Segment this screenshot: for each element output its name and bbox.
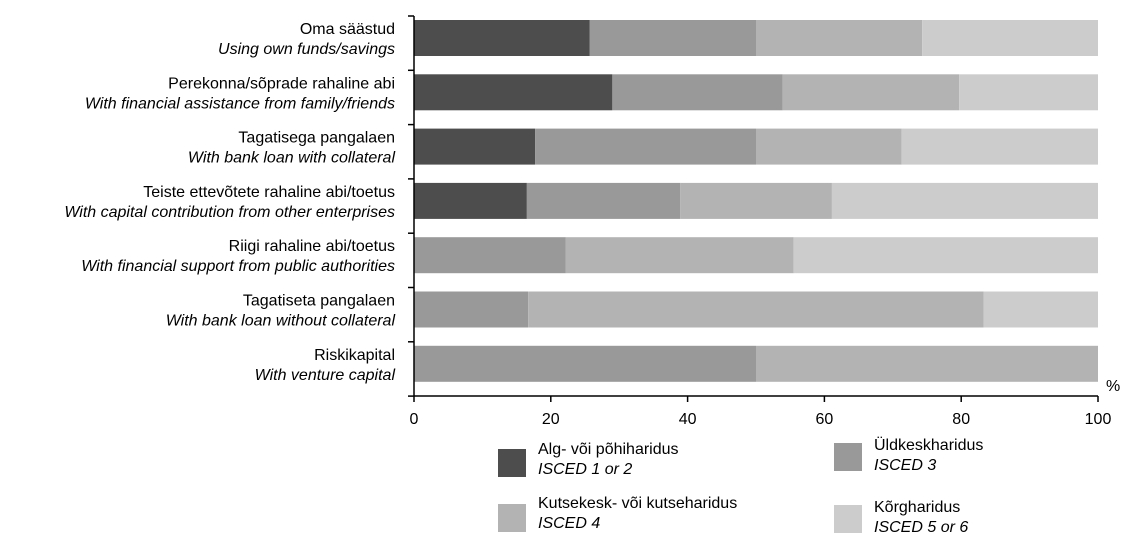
- category-label-en: With bank loan without collateral: [166, 313, 396, 330]
- bar-segment-2-series-2: [612, 74, 783, 111]
- bar-segment-4-series-2: [526, 182, 681, 219]
- bar-segment-4-series-4: [831, 182, 1098, 219]
- category-labels: Oma säästud Using own funds/savings Pereko…: [64, 21, 395, 384]
- bar-segment-2-series-3: [782, 74, 960, 111]
- bar-segment-5-series-4: [793, 237, 1098, 274]
- category-label-en: With financial assistance from family/fr…: [85, 95, 395, 112]
- bar-segment-1-series-3: [756, 20, 923, 56]
- bar-segment-6-series-2: [414, 291, 529, 328]
- bar-segment-4-series-3: [680, 182, 832, 219]
- category-label: Tagatisega pangalaen: [238, 130, 395, 147]
- category-label: Oma säästud: [300, 21, 395, 38]
- category-label: Riskikapital: [314, 347, 395, 364]
- bar-segment-7-series-3: [756, 345, 1098, 382]
- bar-segment-2-series-1: [414, 74, 613, 111]
- category-label: Teiste ettevõtete rahaline abi/toetus: [143, 184, 395, 201]
- bar-segment-1-series-4: [922, 20, 1098, 56]
- bar-segment-1-series-2: [589, 20, 756, 56]
- bar-segment-6-series-4: [983, 291, 1098, 328]
- x-tick-label: 80: [952, 411, 970, 428]
- bar-segment-1-series-1: [414, 20, 590, 56]
- bar-segment-3-series-1: [414, 128, 536, 165]
- x-tick-label: 20: [542, 411, 560, 428]
- bars-group: [414, 20, 1098, 382]
- axes-group: 0 20 40 60 80 100: [408, 15, 1112, 428]
- category-label-en: With financial support from public autho…: [81, 258, 395, 275]
- category-label: Perekonna/sõprade rahaline abi: [168, 75, 395, 92]
- category-label-en: With capital contribution from other ent…: [64, 204, 395, 221]
- category-label-en: Using own funds/savings: [218, 41, 395, 58]
- bar-segment-3-series-4: [901, 128, 1098, 165]
- bar-segment-5-series-2: [414, 237, 566, 274]
- unit-label: %: [1106, 378, 1120, 395]
- bar-segment-5-series-3: [565, 237, 794, 274]
- x-tick-label: 60: [816, 411, 834, 428]
- category-label-en: With venture capital: [255, 367, 396, 384]
- bar-segment-7-series-2: [414, 345, 756, 382]
- bar-segment-2-series-4: [959, 74, 1098, 111]
- x-tick-label: 40: [679, 411, 697, 428]
- category-label: Riigi rahaline abi/toetus: [229, 238, 395, 255]
- category-label-en: With bank loan with collateral: [188, 150, 396, 167]
- x-tick-label: 100: [1085, 411, 1112, 428]
- bar-segment-3-series-2: [535, 128, 756, 165]
- bar-segment-6-series-3: [528, 291, 984, 328]
- category-label: Tagatiseta pangalaen: [243, 293, 395, 310]
- x-tick-label: 0: [410, 411, 419, 428]
- bar-segment-4-series-1: [414, 182, 527, 219]
- bar-segment-3-series-3: [756, 128, 902, 165]
